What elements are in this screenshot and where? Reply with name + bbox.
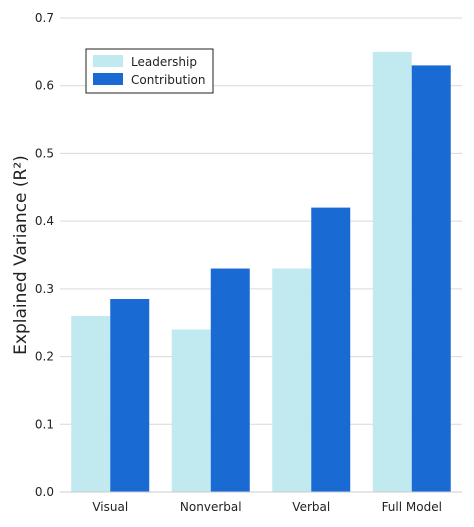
legend: Leadership Contribution [85, 48, 214, 94]
bar-leadership-nonverbal [171, 329, 211, 492]
legend-label: Contribution [131, 73, 206, 87]
y-tick-label: 0.0 [35, 485, 54, 499]
bar-leadership-verbal [272, 268, 312, 492]
y-axis-ticks: 0.0 0.1 0.2 0.3 0.4 0.5 0.6 0.7 [35, 11, 54, 499]
bar-contribution-full-model [411, 65, 451, 493]
bar-leadership-full-model [372, 51, 412, 492]
y-tick-label: 0.3 [35, 282, 54, 296]
legend-label: Leadership [131, 55, 197, 69]
y-tick-label: 0.1 [35, 417, 54, 431]
y-tick-label: 0.2 [35, 350, 54, 364]
y-tick-label: 0.7 [35, 11, 54, 25]
bar-contribution-verbal [311, 207, 351, 492]
legend-box [85, 48, 214, 94]
x-tick-label: Verbal [292, 500, 330, 514]
y-tick-label: 0.4 [35, 214, 54, 228]
legend-swatch [93, 73, 123, 85]
bar-contribution-nonverbal [210, 268, 250, 492]
x-tick-label: Full Model [382, 500, 442, 514]
bars [71, 51, 451, 493]
x-axis-ticks: Visual Nonverbal Verbal Full Model [92, 500, 442, 514]
y-axis-title: Explained Variance (R²) [11, 155, 31, 355]
x-tick-label: Nonverbal [180, 500, 242, 514]
y-tick-label: 0.5 [35, 146, 54, 160]
bar-contribution-visual [110, 299, 150, 492]
legend-swatch [93, 55, 123, 67]
bar-leadership-visual [71, 315, 111, 492]
y-tick-label: 0.6 [35, 79, 54, 93]
x-tick-label: Visual [92, 500, 128, 514]
